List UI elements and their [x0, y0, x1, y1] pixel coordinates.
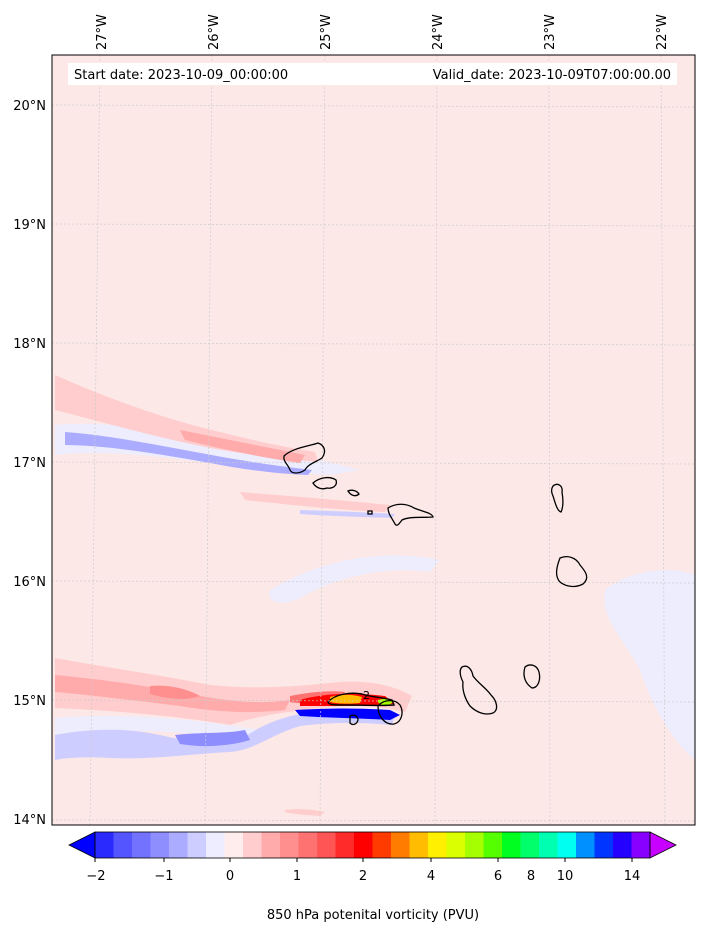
- colorbar-cell: [354, 832, 374, 858]
- colorbar-cell: [557, 832, 577, 858]
- colorbar-extend-max: [649, 831, 677, 859]
- colorbar-tick-label: 1: [293, 869, 301, 884]
- colorbar-cell: [150, 832, 170, 858]
- lon-label: 25°W: [319, 14, 334, 50]
- lat-label: 19°N: [13, 218, 46, 233]
- island-boa-vista: [555, 556, 588, 588]
- contour-label: 2: [363, 689, 370, 702]
- lat-label: 17°N: [13, 456, 46, 471]
- colorbar-cell: [95, 832, 115, 858]
- pv-field-positive-north-core: [180, 430, 305, 463]
- lat-label: 16°N: [13, 575, 46, 590]
- island-santa-luzia: [347, 489, 360, 497]
- start-date-label: Start date: 2023-10-09_00:00:00: [74, 68, 288, 83]
- gridlines: [51, 54, 696, 826]
- colorbar-cell: [391, 832, 411, 858]
- island-sal: [550, 483, 564, 513]
- colorbar-cell: [576, 832, 596, 858]
- lat-label: 14°N: [13, 813, 46, 828]
- colorbar-cell: [502, 832, 522, 858]
- pv-field-weak-negative-east: [604, 570, 695, 760]
- colorbar-cell: [465, 832, 485, 858]
- lon-label: 23°W: [543, 14, 558, 50]
- pv-field-positive-south-band: [55, 658, 412, 725]
- pv-field-positive-north-streak: [55, 375, 318, 462]
- colorbar-tick-label: 0: [226, 869, 234, 884]
- colorbar-cell: [187, 832, 207, 858]
- island-sao-nicolau: [387, 503, 434, 526]
- colorbar-cell: [613, 832, 633, 858]
- island-santo-antao: [283, 442, 326, 474]
- colorbar-cell: [483, 832, 503, 858]
- colorbar-cell: [261, 832, 281, 858]
- lon-label: 26°W: [207, 14, 222, 50]
- colorbar-cell: [335, 832, 355, 858]
- lon-label: 27°W: [95, 14, 110, 50]
- colorbar-cell: [520, 832, 540, 858]
- pv-field-weak-negative-north: [55, 423, 360, 475]
- pv-field-weak-negative-mid: [269, 555, 440, 603]
- colorbar-cell: [113, 832, 133, 858]
- island-sao-vicente: [312, 476, 338, 490]
- latitude-labels: 20°N 19°N 18°N 17°N 16°N 15°N 14°N: [13, 99, 46, 828]
- colorbar-cell: [224, 832, 244, 858]
- island-santiago: [459, 665, 498, 715]
- lon-label: 22°W: [655, 14, 670, 50]
- colorbar-cell: [298, 832, 318, 858]
- colorbar-tick-label: 2: [359, 869, 367, 884]
- colorbar-cell: [317, 832, 337, 858]
- pv-field-negative-south-core: [175, 730, 250, 747]
- colorbar-cell: [132, 832, 152, 858]
- colorbar-ticks: −2 −1 0 1 2 4 6 8 10 14: [86, 858, 640, 884]
- pv-field-strong-negative-south: [295, 708, 400, 720]
- colorbar-outline: [94, 831, 651, 859]
- coastlines: [283, 442, 588, 726]
- colorbar-cells: [95, 832, 651, 858]
- colorbar-extend-min: [68, 831, 96, 859]
- island-fogo: [377, 699, 403, 725]
- pv-field-positive-mid-streak: [240, 492, 390, 512]
- colorbar-tick-label: 10: [557, 869, 574, 884]
- header-box: [68, 63, 677, 85]
- pv-contour-2: [327, 692, 396, 707]
- colorbar-cell: [428, 832, 448, 858]
- island-brava: [349, 714, 359, 726]
- lat-label: 20°N: [13, 99, 46, 114]
- colorbar-tick-label: 14: [624, 869, 641, 884]
- map-border: [51, 54, 696, 826]
- colorbar-tick-label: 4: [427, 869, 435, 884]
- colorbar-cell: [631, 832, 651, 858]
- colorbar-cell: [372, 832, 392, 858]
- colorbar-tick-label: 8: [527, 869, 535, 884]
- colorbar-tick-label: −2: [86, 869, 105, 884]
- pv-field-faint-south: [285, 809, 325, 816]
- pv-field-negative-mid-streak: [300, 510, 395, 518]
- island-raso: [367, 510, 373, 515]
- colorbar-tick-label: −1: [154, 869, 173, 884]
- longitude-labels: 27°W 26°W 25°W 24°W 23°W 22°W: [95, 14, 670, 50]
- pv-field-yellow-core-south: [330, 694, 362, 704]
- colorbar-cell: [409, 832, 429, 858]
- lat-label: 18°N: [13, 337, 46, 352]
- pv-field-negative-north-streak: [65, 432, 312, 475]
- colorbar-cell: [446, 832, 466, 858]
- valid-date-label: Valid_date: 2023-10-09T07:00:00.00: [433, 68, 671, 83]
- colorbar: −2 −1 0 1 2 4 6 8 10 14 850 hPa potenita…: [68, 831, 677, 923]
- lat-label: 15°N: [13, 694, 46, 709]
- map-panel: 2: [52, 55, 695, 825]
- colorbar-label: 850 hPa potenital vorticity (PVU): [267, 908, 479, 923]
- colorbar-cell: [169, 832, 189, 858]
- island-maio: [523, 664, 541, 689]
- pv-field-positive-south-core2: [150, 685, 200, 699]
- colorbar-cell: [594, 832, 614, 858]
- colorbar-tick-label: 6: [494, 869, 502, 884]
- colorbar-cell: [243, 832, 263, 858]
- pv-field-negative-south-band: [55, 711, 395, 760]
- lon-label: 24°W: [431, 14, 446, 50]
- colorbar-cell: [539, 832, 559, 858]
- colorbar-cell: [206, 832, 226, 858]
- colorbar-cell: [280, 832, 300, 858]
